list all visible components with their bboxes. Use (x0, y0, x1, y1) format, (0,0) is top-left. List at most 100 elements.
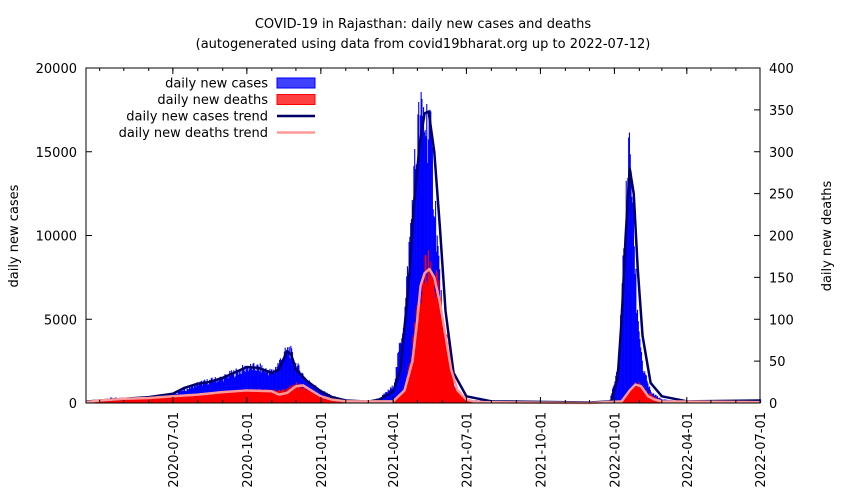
deaths-bar (281, 389, 283, 403)
deaths-bar (205, 394, 207, 403)
x-tick-label: 2021-10-01 (534, 412, 549, 488)
deaths-bar (461, 395, 463, 403)
cases-bar (274, 370, 276, 403)
cases-bar (418, 146, 421, 403)
cases-bar (386, 392, 388, 403)
deaths-bar (459, 393, 461, 403)
deaths-bar (217, 391, 219, 403)
deaths-bar (297, 385, 299, 403)
deaths-bar (120, 398, 122, 403)
cases-bar (275, 366, 277, 403)
deaths-bar (244, 390, 246, 403)
deaths-bar (258, 388, 261, 403)
deaths-bar (166, 396, 168, 403)
cases-bar (242, 364, 244, 403)
cases-bar (293, 364, 295, 403)
deaths-bar (242, 392, 244, 403)
cases-bar (209, 379, 211, 403)
cases-bar (283, 358, 285, 403)
deaths-bar (312, 390, 314, 403)
deaths-bar (454, 389, 456, 403)
cases-bar (644, 374, 647, 403)
deaths-bar (180, 396, 183, 403)
deaths-bar (292, 384, 294, 403)
deaths-bar (237, 390, 239, 403)
cases-bar (224, 374, 226, 403)
deaths-bar (640, 386, 643, 403)
cases-bar (209, 380, 211, 403)
legend-swatch (276, 94, 316, 105)
cases-bar (386, 392, 388, 403)
cases-bar (201, 380, 203, 403)
deaths-bar (303, 388, 306, 403)
deaths-bar (426, 280, 428, 403)
deaths-bar (114, 399, 116, 403)
deaths-bar (229, 390, 232, 403)
deaths-bar (648, 395, 650, 403)
deaths-bar (165, 396, 167, 403)
deaths-bar (184, 396, 186, 403)
deaths-bar (318, 394, 320, 403)
deaths-bar (110, 399, 112, 403)
deaths-bar (178, 396, 180, 403)
cases-bar (385, 391, 387, 403)
cases-bar (289, 358, 291, 403)
deaths-bar (625, 395, 627, 403)
cases-bar (422, 116, 424, 403)
deaths-bar (644, 389, 646, 403)
cases-bar (249, 369, 251, 403)
deaths-bar (450, 369, 452, 403)
cases-bar (229, 371, 231, 403)
deaths-bar (637, 384, 639, 403)
deaths-bar (449, 367, 451, 403)
cases-bar (200, 381, 202, 403)
deaths-bar (404, 389, 406, 403)
deaths-bar (414, 322, 416, 403)
cases-bar (196, 382, 199, 403)
deaths-bar (291, 385, 293, 403)
cases-bar (389, 390, 391, 403)
cases-bar (620, 308, 622, 403)
deaths-bar (219, 392, 221, 403)
cases-bar (225, 374, 227, 403)
cases-bar (292, 360, 294, 403)
deaths-bar (123, 398, 125, 403)
axes: 0 5000 10000 15000 20000 0 50 100 150 200 250 300 35… (36, 62, 794, 488)
cases-bar (628, 137, 630, 403)
cases-bar (266, 371, 269, 403)
deaths-bar (260, 391, 262, 403)
cases-bar (259, 363, 261, 403)
deaths-bar (197, 393, 199, 403)
cases-bar (640, 347, 642, 403)
deaths-bar (623, 398, 625, 403)
deaths-bar (170, 397, 172, 403)
deaths-bar (397, 396, 399, 403)
cases-bar (409, 236, 411, 403)
y-tick-label-right: 400 (769, 62, 794, 77)
y-tick-label-left: 10000 (36, 230, 77, 245)
cases-bar (238, 374, 240, 403)
deaths-bar (112, 399, 114, 403)
deaths-bar (410, 362, 412, 403)
cases-bar (276, 366, 278, 403)
deaths-bar (626, 395, 628, 403)
deaths-bar (319, 395, 321, 403)
deaths-bar (221, 393, 223, 403)
trend-lines (85, 110, 761, 405)
cases-bar (279, 360, 281, 403)
deaths-bar (644, 391, 647, 403)
deaths-bar (639, 383, 641, 403)
deaths-bar (191, 393, 193, 403)
deaths-bar (320, 396, 322, 403)
deaths-bar (453, 386, 455, 403)
cases-bar (413, 166, 415, 403)
cases-bar (624, 235, 626, 403)
cases-bar (212, 380, 214, 403)
deaths-bar (266, 392, 269, 403)
cases-trend-line (85, 110, 761, 404)
cases-bar (402, 327, 404, 403)
cases-bar (423, 132, 425, 404)
cases-bar (406, 266, 409, 403)
deaths-bar (289, 385, 291, 403)
deaths-bar (235, 391, 237, 403)
